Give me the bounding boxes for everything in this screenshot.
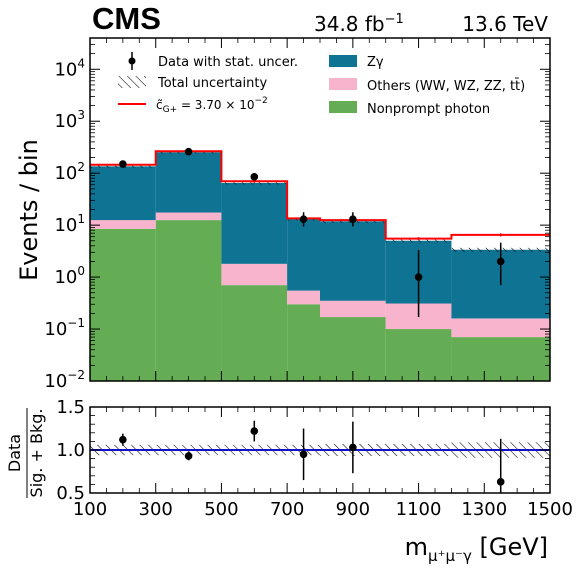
legend-zg-swatch xyxy=(329,55,357,67)
x-tick-label: 1100 xyxy=(396,499,442,520)
zg-bar xyxy=(320,221,386,301)
others-bar xyxy=(320,300,386,318)
others-bar xyxy=(221,263,288,286)
ratio-y-tick-label: 1.0 xyxy=(56,440,85,461)
legend-data-marker xyxy=(128,52,136,70)
y-tick-label: 101 xyxy=(54,212,85,236)
ratio-y-label-numerator: Data xyxy=(5,434,24,472)
x-axis-label: mμ⁺μ⁻γ [GeV] xyxy=(405,533,548,565)
legend-zg-label: Zγ xyxy=(367,55,384,70)
nonprompt-bar xyxy=(155,220,222,381)
ratio-point xyxy=(349,443,357,452)
ratio-point xyxy=(496,478,505,486)
data-point xyxy=(496,257,505,266)
data-point xyxy=(250,173,259,181)
others-bar xyxy=(287,290,320,305)
ratio-y-axis: 0.5 1.0 1.5 xyxy=(56,397,550,504)
nonprompt-bar xyxy=(320,317,386,381)
y-tick-label: 10−2 xyxy=(44,368,85,392)
ratio-point xyxy=(299,450,308,459)
y-tick-label: 100 xyxy=(54,264,85,288)
legend: Data with stat. uncer. Total uncertainty… xyxy=(118,52,525,117)
experiment-label: CMS xyxy=(92,1,161,36)
zg-bar xyxy=(287,219,320,291)
data-point xyxy=(119,160,127,168)
ratio-y-axis-label: Data Sig. + Bkg. xyxy=(5,408,46,498)
nonprompt-bar xyxy=(451,337,550,381)
y-tick-label: 104 xyxy=(54,56,85,80)
data-point xyxy=(184,147,193,156)
zg-bar xyxy=(155,152,222,213)
legend-nonprompt-swatch xyxy=(329,101,357,113)
data-point xyxy=(299,215,308,224)
x-tick-label: 300 xyxy=(139,499,173,520)
x-tick-label: 500 xyxy=(204,499,238,520)
ratio-point xyxy=(119,435,127,444)
legend-others-swatch xyxy=(329,78,357,90)
x-tick-label: 900 xyxy=(336,499,370,520)
legend-signal-label: c̃G+ = 3.70 × 10−2 xyxy=(156,96,268,115)
luminosity-label: 34.8 fb−1 xyxy=(314,12,404,36)
x-tick-label: 1300 xyxy=(461,499,507,520)
main-histogram-panel xyxy=(90,149,550,381)
nonprompt-bar xyxy=(287,304,320,381)
y-tick-label: 102 xyxy=(54,160,85,184)
legend-total-unc-swatch xyxy=(118,76,146,88)
main-y-axis: 10−2 10−1 100 101 102 103 104 xyxy=(44,37,550,392)
total-uncertainty-band xyxy=(385,239,452,243)
data-point xyxy=(349,215,357,224)
y-tick-label: 103 xyxy=(54,108,85,132)
x-tick-label: 100 xyxy=(73,499,107,520)
others-bar xyxy=(451,318,550,338)
data-point xyxy=(414,273,423,281)
others-bar xyxy=(155,212,222,221)
main-y-axis-label: Events / bin xyxy=(15,139,43,281)
x-tick-label: 700 xyxy=(270,499,304,520)
ratio-y-tick-label: 1.5 xyxy=(56,397,85,418)
zg-bar xyxy=(90,166,156,221)
x-tick-label: 1500 xyxy=(527,499,573,520)
legend-total-unc-label: Total uncertainty xyxy=(157,76,267,91)
ratio-y-tick-label: 0.5 xyxy=(56,483,85,504)
y-tick-label: 10−1 xyxy=(44,316,85,340)
ratio-y-label-denominator: Sig. + Bkg. xyxy=(27,409,46,498)
legend-others-label: Others (WW, WZ, ZZ, tt̄) xyxy=(367,79,525,94)
ratio-point xyxy=(250,427,259,435)
nonprompt-bar xyxy=(90,228,156,381)
main-panel-overlay xyxy=(119,147,505,318)
total-uncertainty-band xyxy=(221,181,288,185)
legend-nonprompt-label: Nonprompt photon xyxy=(367,102,490,117)
energy-label: 13.6 TeV xyxy=(462,12,548,36)
zg-bar xyxy=(221,182,288,264)
legend-data-label: Data with stat. uncer. xyxy=(158,55,298,70)
x-axis: 100 300 500 700 900 1100 1300 1500 xyxy=(73,38,573,520)
nonprompt-bar xyxy=(221,285,288,381)
others-bar xyxy=(90,220,156,229)
ratio-point xyxy=(184,452,193,460)
ratio-panel xyxy=(90,420,550,493)
